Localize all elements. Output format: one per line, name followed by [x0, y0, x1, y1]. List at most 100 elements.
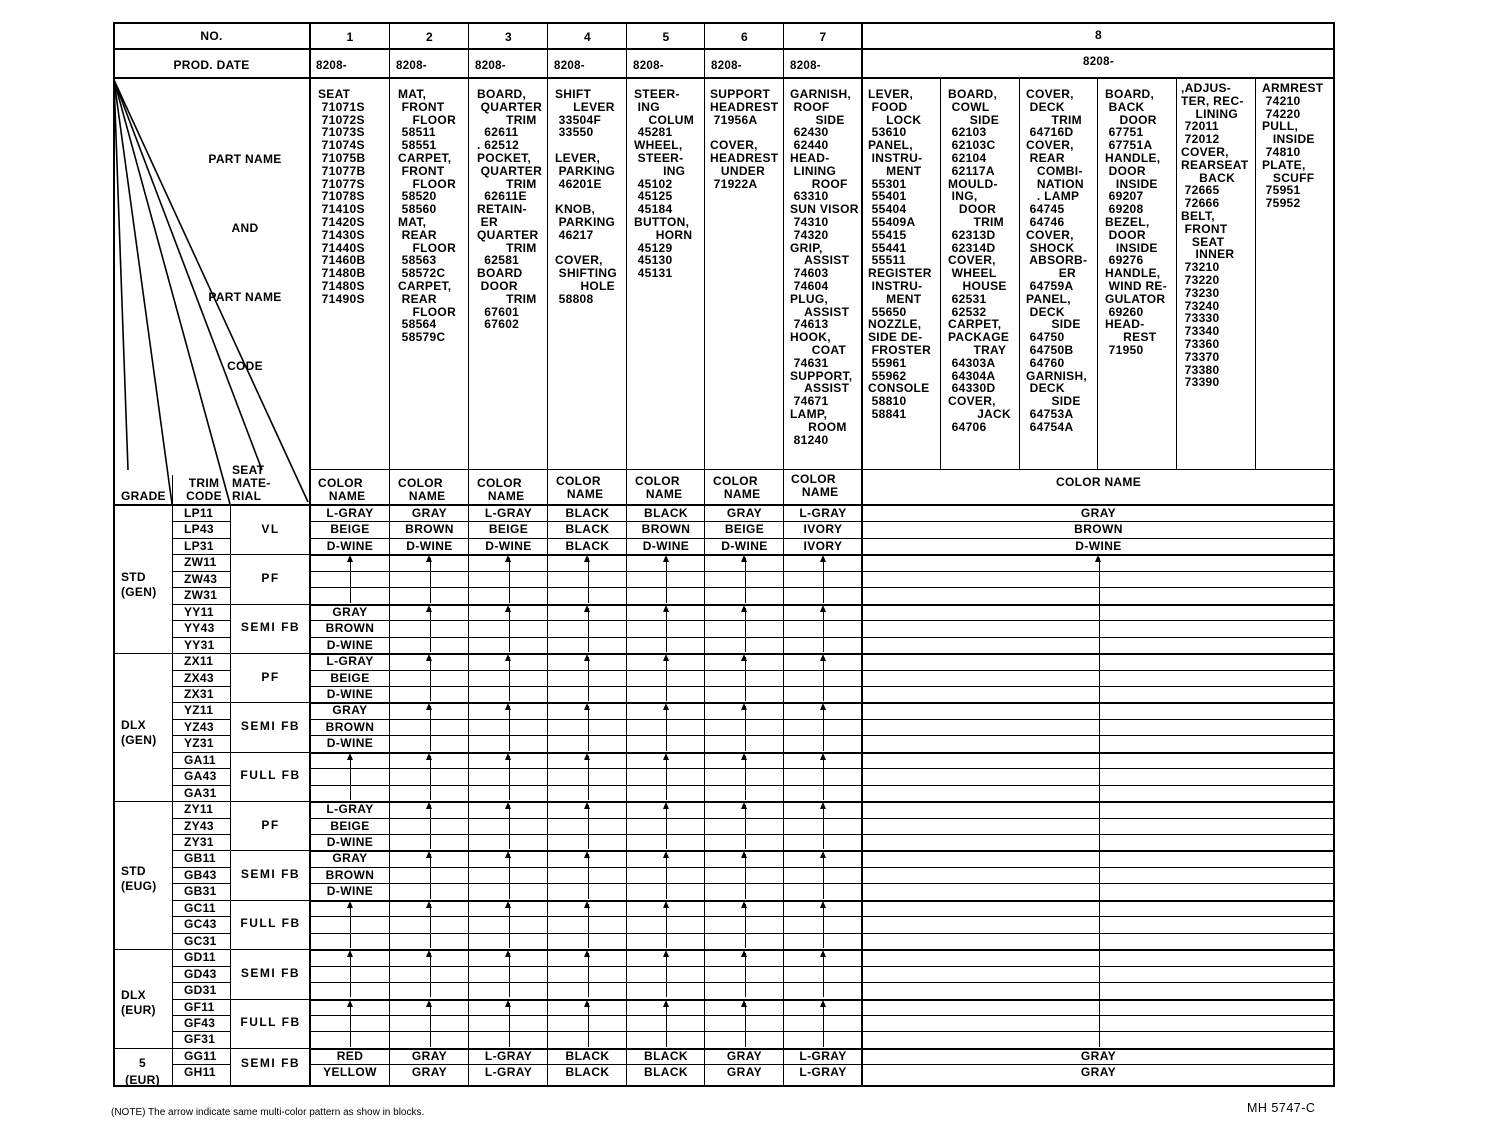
part-name-label-line: AND — [231, 221, 259, 235]
seat-material-header: SEAT MATE- RIAL — [232, 463, 271, 503]
prod-date: 8208- — [475, 60, 506, 72]
same-pattern-arrow-icon — [346, 999, 353, 1047]
color-name: BEIGE — [330, 670, 370, 685]
color-name: D-WINE — [485, 538, 532, 553]
part-name-label-line: PART NAME — [208, 290, 282, 304]
parts-list-col8c: COVER, DECK TRIM 64716D COVER, REAR COMB… — [1026, 87, 1088, 434]
parts-list-col6: SUPPORT HEADREST 71956A COVER, HEADREST … — [710, 87, 779, 191]
color-name: BLACK — [565, 506, 610, 520]
row-divider — [231, 949, 310, 951]
trim-code: GD31 — [184, 983, 217, 998]
trim-code: GF11 — [184, 999, 215, 1014]
color-name: D-WINE — [326, 835, 374, 849]
same-pattern-arrow-icon — [741, 604, 747, 653]
same-pattern-arrow-icon — [584, 802, 590, 850]
grade-label: DLX (EUR) — [121, 988, 156, 1017]
row-divider — [231, 998, 310, 1000]
trim-code: GF43 — [184, 1015, 216, 1030]
same-pattern-arrow-icon — [426, 703, 432, 751]
row-divider — [173, 636, 231, 638]
same-pattern-arrow-icon — [584, 900, 590, 949]
color-name-header: COLOR NAME — [318, 476, 366, 503]
same-pattern-arrow-icon — [426, 950, 432, 998]
row-divider — [173, 521, 231, 523]
row-divider — [173, 801, 231, 803]
trim-code: LP11 — [184, 506, 214, 520]
row-divider — [310, 718, 1335, 720]
row-divider — [310, 982, 1335, 984]
seat-material: SEMI FB — [240, 719, 301, 734]
color-name: BEIGE — [724, 522, 765, 537]
color-name: BLACK — [644, 1048, 688, 1063]
row-divider — [173, 718, 231, 720]
same-pattern-arrow-icon — [505, 654, 511, 702]
same-pattern-arrow-icon — [584, 703, 590, 751]
color-name: GRAY — [1080, 1048, 1117, 1063]
trim-code: YZ43 — [184, 719, 214, 734]
parts-list-col3: BOARD, QUARTER TRIM 62611 . 62512 POCKET… — [477, 87, 543, 332]
trim-code: ZX31 — [184, 686, 214, 701]
parts-list-col4: SHIFT LEVER 33504F 33550 LEVER, PARKING … — [555, 87, 618, 306]
prod-date: 8208- — [711, 60, 742, 72]
seat-material: PF — [261, 571, 280, 586]
trim-code: GB31 — [184, 884, 217, 899]
row-divider — [113, 48, 1335, 50]
trim-code: GA31 — [184, 785, 217, 800]
same-pattern-arrow-icon — [584, 604, 590, 653]
row-divider — [173, 751, 231, 753]
color-name: D-WINE — [326, 538, 374, 553]
seat-material: FULL FB — [240, 768, 301, 783]
row-divider — [173, 554, 231, 556]
same-pattern-arrow-icon — [426, 555, 432, 603]
trim-code: ZW11 — [184, 555, 217, 570]
row-divider — [231, 1047, 310, 1049]
color-name: BLACK — [565, 538, 610, 553]
same-pattern-arrow-icon — [662, 999, 669, 1047]
same-pattern-arrow-icon — [662, 900, 669, 949]
trim-code: ZY43 — [184, 818, 214, 833]
row-divider — [310, 1064, 1335, 1066]
same-pattern-arrow-icon — [662, 950, 669, 998]
row-divider — [310, 620, 1335, 622]
seat-material: FULL FB — [240, 916, 301, 931]
same-pattern-arrow-icon — [741, 752, 747, 801]
trim-code: GB11 — [184, 851, 216, 866]
grade-label: 5 (EUR) — [125, 1056, 160, 1087]
row-divider — [173, 537, 231, 539]
row-divider — [173, 982, 231, 984]
prod-date: 8208- — [790, 60, 821, 72]
row-divider — [310, 521, 1335, 523]
part-name-label: PART NAME AND PART NAME CODE — [190, 102, 300, 401]
parts-list-col8a: LEVER, FOOD LOCK 53610 PANEL, INSTRU- ME… — [868, 87, 932, 421]
same-pattern-arrow-icon — [819, 950, 826, 998]
row-divider — [173, 965, 231, 967]
color-name-header: COLOR NAME — [713, 474, 761, 501]
row-divider — [310, 1014, 1335, 1016]
grade-label: STD (GEN) — [121, 570, 157, 599]
color-name: L-GRAY — [484, 1065, 533, 1080]
same-pattern-arrow-icon — [741, 851, 747, 899]
row-divider — [173, 784, 231, 786]
trim-code: ZX43 — [184, 670, 214, 685]
same-pattern-arrow-icon — [819, 604, 826, 653]
row-divider — [310, 866, 1335, 868]
trim-code: ZX11 — [184, 654, 214, 669]
color-name: D-WINE — [642, 538, 690, 553]
row-divider — [173, 653, 231, 655]
col-divider — [1255, 78, 1256, 470]
col-divider — [230, 504, 231, 1087]
trim-code: GB43 — [184, 867, 217, 882]
same-pattern-arrow-icon — [505, 900, 511, 949]
row-divider — [173, 916, 231, 918]
color-name: IVORY — [803, 538, 843, 553]
row-divider — [231, 603, 310, 605]
col-divider — [1176, 78, 1177, 470]
row-divider — [310, 685, 1335, 687]
color-name: GRAY — [1080, 1065, 1117, 1080]
color-name: L-GRAY — [484, 1048, 533, 1063]
same-pattern-arrow-icon — [505, 950, 511, 998]
same-pattern-arrow-icon — [819, 900, 826, 949]
color-name-header: COLOR NAME — [635, 474, 683, 501]
row-divider — [310, 784, 1335, 786]
color-name: GRAY — [726, 1065, 763, 1080]
